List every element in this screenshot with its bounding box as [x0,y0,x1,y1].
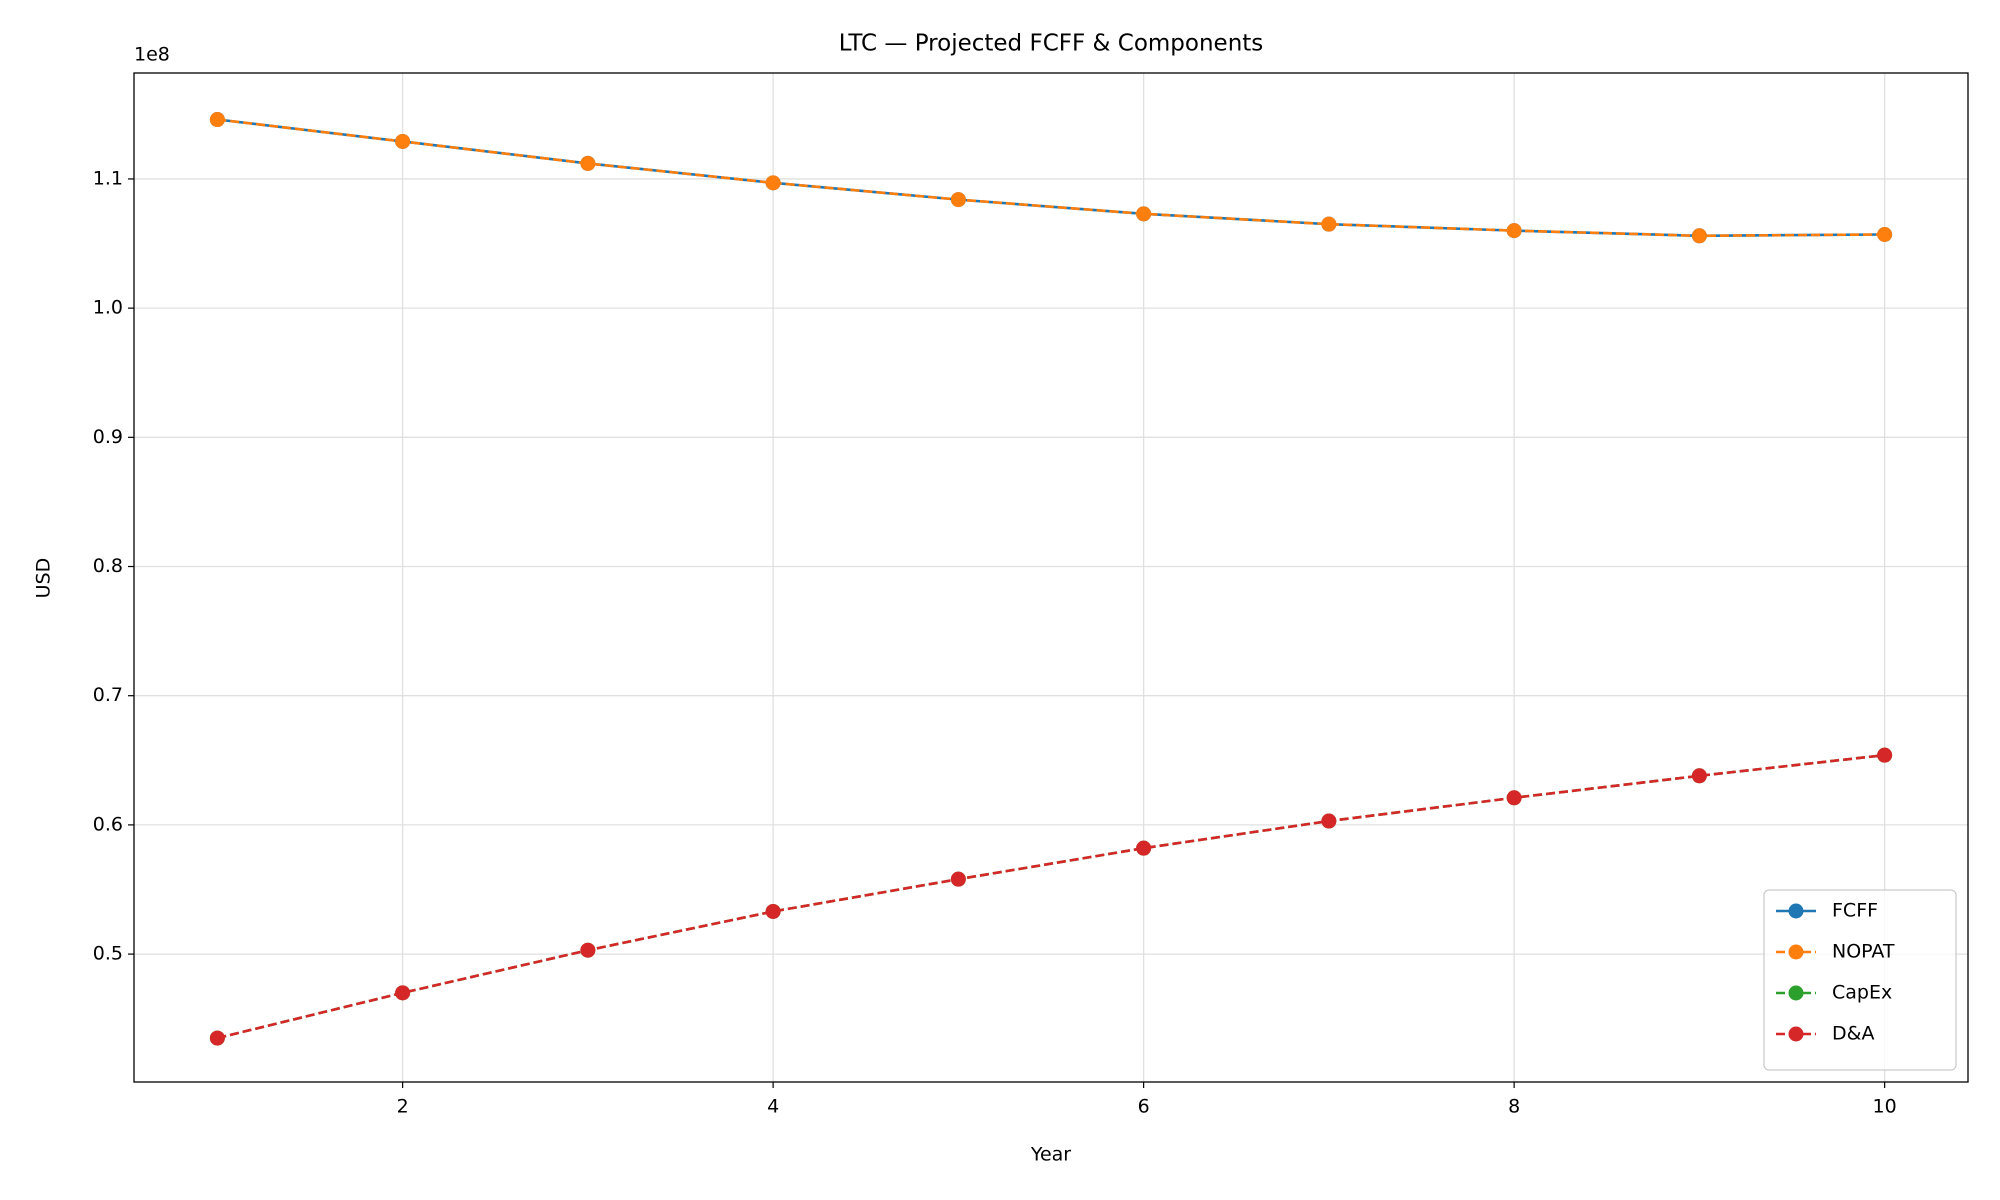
legend-label: CapEx [1832,982,1892,1004]
series-marker [950,192,966,208]
x-tick-label: 4 [767,1096,779,1118]
series-marker [580,942,596,958]
legend-label: D&A [1832,1023,1874,1045]
legend-box [1763,889,1957,1071]
x-axis-label: Year [1030,1144,1071,1166]
series-marker [950,871,966,887]
x-tick-label: 6 [1138,1096,1150,1118]
series-marker [1321,813,1337,829]
y-tick-label: 1.0 [93,297,123,319]
series-marker [580,155,596,171]
series-marker [1136,840,1152,856]
y-offset-label: 1e8 [134,44,170,66]
legend-marker [1788,1026,1804,1042]
x-tick-label: 8 [1508,1096,1520,1118]
series-marker [1691,768,1707,784]
legend: FCFF NOPAT CapEx D&A [1763,889,1957,1071]
y-tick-label: 0.8 [93,555,123,577]
legend-marker [1788,903,1804,919]
legend-label: FCFF [1832,900,1878,922]
series-marker [765,903,781,919]
chart-title: LTC — Projected FCFF & Components [839,31,1264,57]
x-tick-label: 10 [1873,1096,1897,1118]
legend-label: NOPAT [1832,941,1895,963]
series-marker [395,985,411,1001]
y-tick-label: 0.7 [93,684,123,706]
y-tick-label: 0.9 [93,426,123,448]
series-marker [765,175,781,191]
y-tick-label: 0.6 [93,813,123,835]
x-tick-label: 2 [397,1096,409,1118]
y-axis-label: USD [33,558,55,599]
series-marker [1321,216,1337,232]
series-marker [1506,223,1522,239]
series-line [217,753,1885,1040]
legend-marker [1788,944,1804,960]
legend-marker [1788,985,1804,1001]
series-marker [1691,228,1707,244]
series-line [217,118,1885,238]
series-marker [1877,226,1893,242]
series-marker [209,112,225,128]
series-marker [1506,790,1522,806]
y-tick-label: 0.5 [93,943,123,965]
series-marker [395,133,411,149]
series-marker [209,1030,225,1046]
plot-frame [133,72,1969,1083]
y-tick-label: 1.1 [93,167,123,189]
series-marker [1136,206,1152,222]
series-marker [1877,747,1893,763]
